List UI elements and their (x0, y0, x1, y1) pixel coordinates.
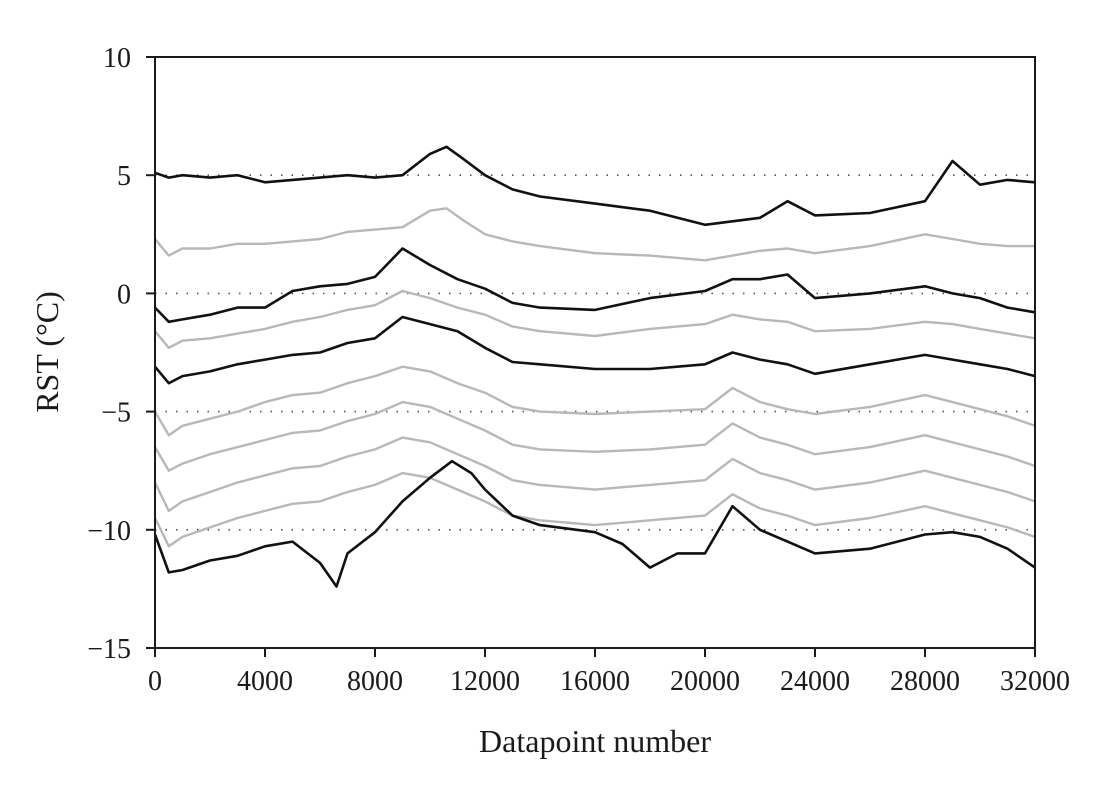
x-tick-label: 0 (148, 666, 162, 697)
x-tick-label: 24000 (780, 666, 850, 697)
y-tick-label: −15 (87, 634, 131, 665)
series-line-4 (154, 289, 1036, 349)
x-axis-ticks: 0 4000 8000 12000 16000 20000 24000 28000 32000 (148, 648, 1070, 697)
x-axis-label: Datapoint number (479, 723, 711, 759)
x-tick-label: 32000 (1000, 666, 1070, 697)
series-line-3 (154, 247, 1036, 324)
y-tick-label: −5 (101, 398, 131, 429)
series-line-8 (153, 436, 1036, 513)
x-tick-label: 16000 (560, 666, 630, 697)
series-line-10 (153, 459, 1036, 588)
y-tick-label: −10 (87, 516, 131, 547)
series-line-1 (154, 145, 1036, 227)
y-axis-ticks: −15 −10 −5 0 5 10 (87, 43, 155, 665)
x-tick-label: 28000 (890, 666, 960, 697)
series-layer (153, 145, 1036, 588)
y-tick-label: 10 (103, 43, 131, 74)
y-tick-label: 0 (117, 279, 131, 310)
series-line-5 (154, 315, 1036, 385)
x-tick-label: 4000 (237, 666, 293, 697)
x-tick-label: 12000 (450, 666, 520, 697)
series-line-7 (153, 400, 1036, 472)
series-line-6 (153, 365, 1036, 437)
y-tick-label: 5 (117, 161, 131, 192)
y-axis-label: RST (°C) (29, 291, 65, 413)
plot-frame (154, 56, 1036, 649)
x-tick-label: 20000 (670, 666, 740, 697)
series-line-9 (153, 471, 1036, 548)
x-tick-label: 8000 (347, 666, 403, 697)
series-line-2 (154, 207, 1035, 262)
